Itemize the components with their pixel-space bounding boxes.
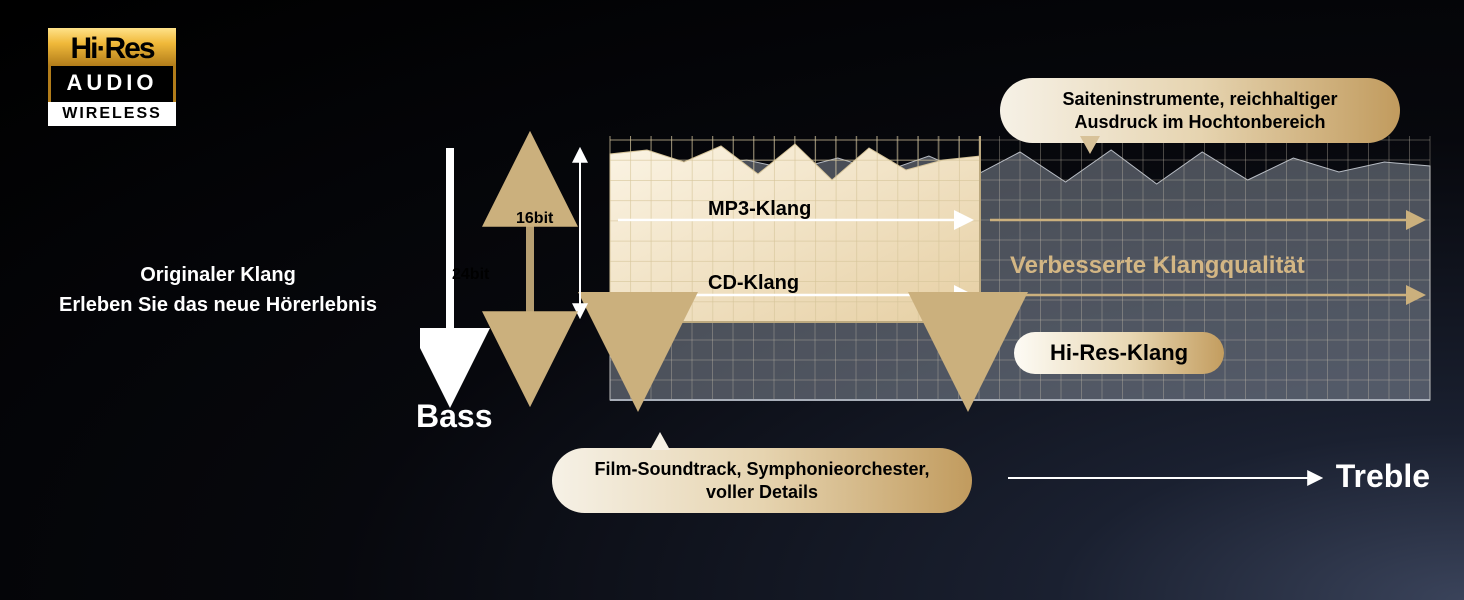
mp3-label: MP3-Klang <box>708 198 811 221</box>
callout-top: Saiteninstrumente, reichhaltiger Ausdruc… <box>1000 78 1400 143</box>
treble-label: Treble <box>1336 458 1430 495</box>
24bit-label: 24bit <box>452 266 489 284</box>
tagline-line2: Erleben Sie das neue Hörerlebnis <box>18 290 418 320</box>
cd-label: CD-Klang <box>708 272 799 295</box>
tagline-line1: Originaler Klang <box>18 260 418 290</box>
tagline: Originaler Klang Erleben Sie das neue Hö… <box>18 260 418 320</box>
16bit-label: 16bit <box>516 210 553 228</box>
logo-line1: Hi·Res <box>48 28 176 66</box>
callout-bottom: Film-Soundtrack, Symphonieorchester, vol… <box>552 448 972 513</box>
improved-quality-label: Verbesserte Klangqualität <box>1010 252 1305 280</box>
logo-line2: AUDIO <box>48 66 176 102</box>
sound-quality-diagram: Saiteninstrumente, reichhaltiger Ausdruc… <box>420 70 1440 570</box>
logo-line3: WIRELESS <box>48 102 176 126</box>
callout-bottom-tail <box>650 432 670 450</box>
callout-top-tail <box>1080 136 1100 154</box>
bass-label: Bass <box>416 398 493 435</box>
hires-audio-logo: Hi·Res AUDIO WIRELESS <box>48 28 176 126</box>
hires-pill: Hi-Res-Klang <box>1014 332 1224 374</box>
